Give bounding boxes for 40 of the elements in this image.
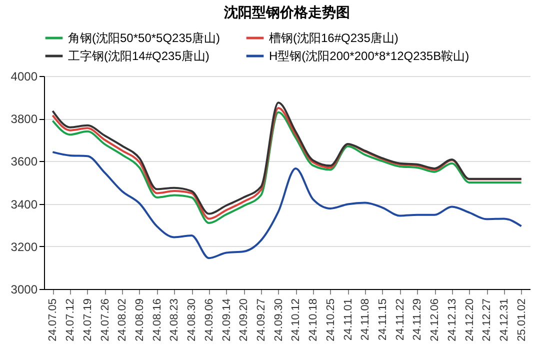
y-tick-label: 3800 (10, 112, 38, 126)
x-tick-label: 24.09.14 (220, 298, 233, 342)
x-tick-label: 24.11.29 (412, 298, 424, 341)
x-tick-label: 24.12.31 (498, 298, 510, 342)
x-tick-label: 24.08.30 (186, 298, 198, 342)
x-tick-label: 24.08.09 (134, 298, 146, 342)
x-tick-label: 24.10.18 (308, 298, 320, 342)
x-tick-label: 24.07.12 (64, 298, 77, 342)
y-tick-label: 4000 (10, 70, 38, 84)
legend-label: 槽钢(沈阳16#Q235唐山) (269, 31, 398, 45)
x-tick-label: 24.12.20 (464, 298, 476, 342)
x-tick-label: 24.12.06 (429, 298, 442, 342)
x-tick-label: 24.08.16 (151, 298, 164, 342)
x-tick-label: 24.12.27 (481, 298, 494, 342)
x-tick-label: 24.07.26 (99, 298, 112, 342)
x-tick-label: 24.11.22 (394, 298, 406, 341)
x-tick-label: 24.08.23 (168, 298, 181, 342)
x-tick-label: 24.08.02 (116, 298, 129, 342)
y-tick-label: 3000 (10, 282, 38, 296)
x-tick-label: 24.12.13 (446, 298, 458, 342)
x-tick-label: 24.11.08 (360, 298, 372, 341)
legend-label: 工字钢(沈阳14#Q235唐山) (68, 49, 210, 63)
chart-title: 沈阳型钢价格走势图 (223, 4, 350, 20)
y-tick-label: 3200 (10, 240, 38, 254)
x-tick-label: 24.07.05 (47, 298, 60, 342)
x-tick-label: 24.07.19 (82, 298, 94, 342)
x-tick-label: 24.09.20 (238, 298, 250, 342)
x-tick-label: 24.11.15 (376, 298, 389, 341)
line-series (52, 151, 522, 260)
y-tick-label: 3400 (10, 197, 38, 212)
x-tick-label: 24.09.27 (255, 298, 268, 342)
x-tick-label: 24.11.01 (342, 298, 354, 341)
legend-label: H型钢(沈阳200*200*8*12Q235B鞍山) (269, 49, 470, 63)
x-tick-label: 24.10.25 (324, 298, 337, 342)
x-tick-label: 24.10.12 (290, 298, 302, 342)
x-tick-label: 24.09.06 (203, 298, 216, 342)
legend-label: 角钢(沈阳50*50*5Q235唐山) (68, 31, 220, 45)
x-tick-label: 25.01.02 (516, 298, 528, 342)
y-tick-label: 3600 (10, 154, 38, 169)
x-tick-label: 24.09.30 (272, 298, 285, 342)
